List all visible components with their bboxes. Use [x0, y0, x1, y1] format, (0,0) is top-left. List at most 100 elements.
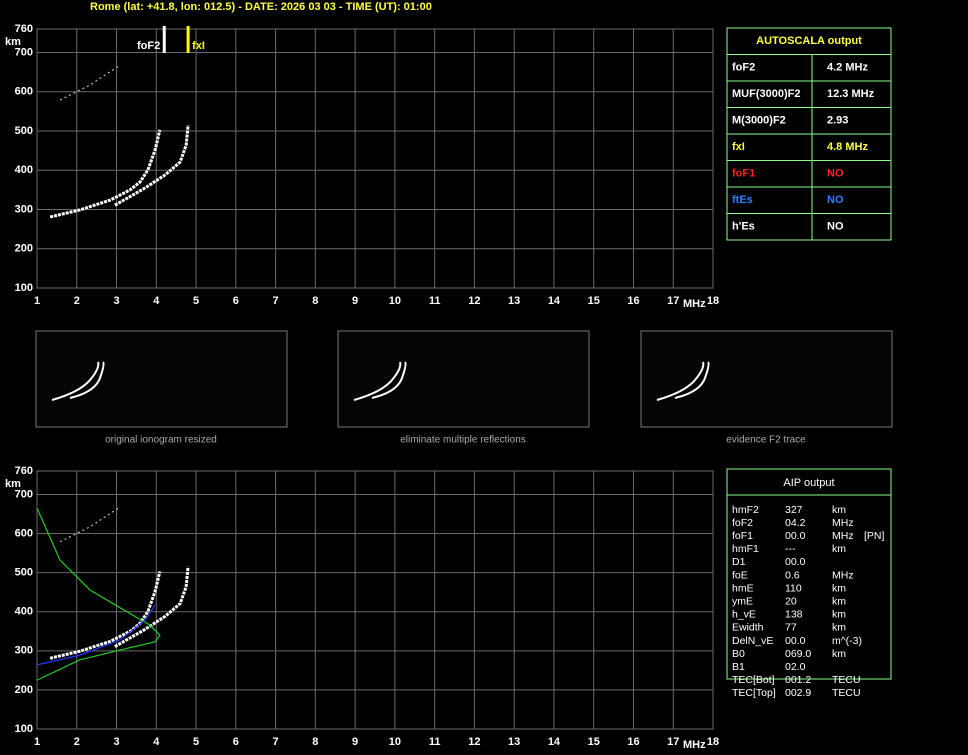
- thumbnail: [35, 330, 288, 428]
- thumb-trace: [656, 361, 710, 401]
- x-tick-label: 10: [389, 295, 401, 307]
- x-tick-label: 5: [193, 295, 199, 307]
- x-tick-label: 2: [74, 736, 80, 748]
- row-value: 4.2 MHz: [827, 62, 868, 74]
- x-tick-label: 3: [113, 295, 119, 307]
- aip-cell: 110: [785, 582, 802, 594]
- aip-cell: 002.9: [785, 687, 811, 699]
- aip-cell: 00.0: [785, 635, 806, 647]
- aip-cell: TECU: [832, 687, 861, 699]
- thumbnails: original ionogram resized eliminate mult…: [35, 330, 893, 446]
- thumb-trace: [353, 361, 407, 401]
- trace: [36, 507, 161, 681]
- x-tick-label: 5: [193, 736, 199, 748]
- aip-cell: 327: [785, 504, 803, 516]
- y-axis-label: km: [5, 36, 21, 48]
- row-label: foF1: [732, 168, 755, 180]
- trace: [59, 506, 121, 543]
- x-tick-label: 17: [667, 295, 679, 307]
- aip-cell: B1: [732, 661, 745, 673]
- aip-cell: ---: [785, 543, 796, 555]
- aip-cell: foE: [732, 569, 748, 581]
- aip-cell: 069.0: [785, 648, 811, 660]
- trace: [59, 64, 121, 101]
- aip-cell: MHz: [832, 530, 854, 542]
- x-tick-label: 16: [627, 295, 639, 307]
- y-tick-label: 200: [15, 243, 33, 255]
- x-tick-label: 4: [153, 295, 160, 307]
- x-tick-label: 1: [34, 736, 40, 748]
- aip-cell: h_vE: [732, 609, 756, 621]
- x-tick-label: 17: [667, 736, 679, 748]
- y-tick-label: 760: [15, 23, 33, 35]
- row-label: ftEs: [732, 194, 753, 206]
- aip-cell: 0.6: [785, 569, 800, 581]
- row-label: foF2: [732, 62, 755, 74]
- aip-cell: 77: [785, 622, 797, 634]
- aip-cell: km: [832, 622, 846, 634]
- aip-cell: 00.0: [785, 556, 806, 568]
- row-label: M(3000)F2: [732, 115, 786, 127]
- x-tick-label: 15: [588, 736, 600, 748]
- row-label: h'Es: [732, 221, 755, 233]
- thumb-trace: [51, 361, 105, 401]
- aip-cell: hmF2: [732, 504, 759, 516]
- x-tick-label: 18: [707, 295, 719, 307]
- row-value: 12.3 MHz: [827, 88, 875, 100]
- x-tick-label: 7: [273, 295, 279, 307]
- row-label: fxI: [732, 141, 745, 153]
- aip-cell: TEC[Top]: [732, 687, 776, 699]
- table-title: AIP output: [783, 477, 834, 489]
- x-tick-label: 16: [627, 736, 639, 748]
- aip-cell: km: [832, 595, 846, 607]
- aip-cell: foF2: [732, 517, 753, 529]
- aip-cell: hmF1: [732, 543, 759, 555]
- x-tick-label: 1: [34, 295, 40, 307]
- aip-cell: DelN_vE: [732, 635, 773, 647]
- header-title: Rome (lat: +41.8, lon: 012.5) - DATE: 20…: [90, 1, 432, 13]
- x-tick-label: 18: [707, 736, 719, 748]
- x-axis-label: MHz: [683, 298, 706, 310]
- table-title: AUTOSCALA output: [756, 35, 862, 47]
- x-tick-label: 11: [429, 736, 441, 748]
- row-value: 4.8 MHz: [827, 141, 868, 153]
- y-axis-label: km: [5, 478, 21, 490]
- x-tick-label: 2: [74, 295, 80, 307]
- trace: [36, 604, 156, 666]
- x-tick-label: 13: [508, 295, 520, 307]
- marker-label: fxI: [192, 40, 205, 52]
- aip-cell: B0: [732, 648, 745, 660]
- aip-cell: ymE: [732, 595, 753, 607]
- aip-cell: 02.0: [785, 661, 806, 673]
- thumb-caption: evidence F2 trace: [726, 435, 806, 446]
- y-tick-label: 100: [15, 282, 33, 294]
- aip-cell: 138: [785, 609, 803, 621]
- aip-cell: 00.0: [785, 530, 806, 542]
- aip-cell: 001.2: [785, 674, 811, 686]
- row-value: NO: [827, 194, 844, 206]
- aip-cell: Ewidth: [732, 622, 764, 634]
- x-tick-label: 13: [508, 736, 520, 748]
- x-tick-label: 15: [588, 295, 600, 307]
- row-value: NO: [827, 168, 844, 180]
- aip-cell: [PN]: [864, 530, 885, 542]
- trace: [114, 124, 190, 207]
- thumbnail: [337, 330, 590, 428]
- row-value: 2.93: [827, 115, 848, 127]
- y-tick-label: 400: [15, 164, 33, 176]
- aip-cell: m^(-3): [832, 635, 862, 647]
- x-tick-label: 12: [468, 295, 480, 307]
- y-tick-label: 400: [15, 606, 33, 618]
- y-tick-label: 700: [15, 488, 33, 500]
- thumbnail: [640, 330, 893, 428]
- x-tick-label: 6: [233, 736, 239, 748]
- aip-cell: km: [832, 504, 846, 516]
- x-tick-label: 3: [113, 736, 119, 748]
- x-tick-label: 6: [233, 295, 239, 307]
- x-tick-label: 10: [389, 736, 401, 748]
- y-tick-label: 700: [15, 46, 33, 58]
- aip-cell: MHz: [832, 517, 854, 529]
- thumb-caption: eliminate multiple reflections: [400, 435, 526, 446]
- aip-cell: TEC[Bot]: [732, 674, 775, 686]
